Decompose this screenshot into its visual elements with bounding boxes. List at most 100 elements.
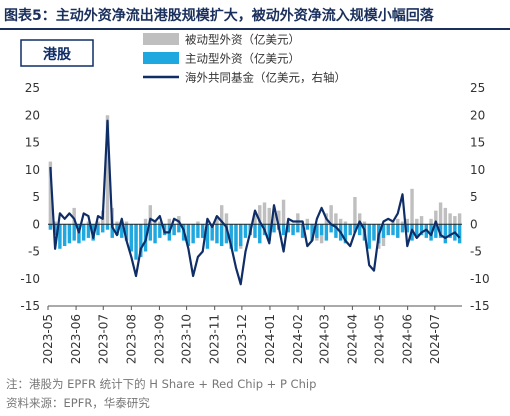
active-bar (239, 224, 243, 247)
right-y-tick: -5 (470, 245, 482, 259)
active-bar (48, 224, 53, 230)
x-tick-label: 2024-04 (345, 314, 359, 364)
passive-bar (115, 221, 119, 225)
passive-bar (105, 115, 110, 225)
active-bar (77, 224, 81, 244)
x-tick-label: 2023-07 (96, 314, 110, 364)
active-bar (186, 224, 191, 247)
left-y-tick: 20 (25, 108, 40, 122)
passive-bar (434, 210, 438, 225)
active-bar (405, 224, 409, 233)
passive-bar (224, 213, 229, 225)
x-tick-label: 2023-05 (41, 314, 55, 364)
legend-swatch-active (143, 52, 179, 64)
active-bar (120, 224, 124, 238)
active-bar (386, 224, 390, 236)
passive-bar (419, 216, 424, 225)
passive-bar (453, 216, 457, 225)
passive-bar (338, 218, 343, 225)
active-bar (200, 224, 205, 238)
active-bar (177, 224, 181, 233)
passive-bar (196, 221, 200, 225)
active-bar (219, 224, 224, 247)
active-bar (215, 224, 219, 244)
x-tick-label: 2023-08 (124, 314, 138, 364)
passive-bar (305, 218, 310, 225)
active-bar (86, 224, 91, 238)
legend-label: 被动型外资（亿美元） (185, 33, 300, 47)
active-bar (67, 224, 72, 244)
active-bar (329, 224, 333, 233)
right-y-tick: 25 (470, 81, 485, 95)
active-bar (448, 224, 452, 238)
x-tick-label: 2023-10 (180, 314, 194, 364)
passive-bar (457, 213, 462, 225)
notes: 注：港股为 EPFR 统计下的 H Share + Red Chip + P C… (6, 375, 316, 413)
x-tick-label: 2024-07 (428, 314, 442, 364)
passive-bar (357, 213, 362, 225)
x-tick-label: 2023-09 (152, 314, 166, 364)
active-bar (205, 224, 210, 249)
active-bar (315, 224, 319, 238)
active-bar (110, 224, 114, 238)
passive-bar (438, 202, 443, 225)
active-bar (81, 224, 86, 241)
active-bar (258, 224, 262, 244)
active-bar (243, 224, 248, 238)
passive-bar (148, 205, 153, 225)
left-y-tick: -15 (20, 299, 40, 313)
active-bar (396, 224, 400, 238)
passive-bar (448, 213, 452, 225)
active-bar (53, 224, 57, 236)
passive-bar (329, 205, 333, 225)
x-tick-label: 2023-06 (69, 314, 83, 364)
passive-bar (219, 205, 224, 225)
active-bar (91, 224, 95, 241)
active-bar (58, 224, 62, 249)
active-bar (391, 224, 395, 236)
active-bar (253, 224, 257, 238)
active-bar (172, 224, 176, 236)
active-bar (124, 224, 129, 241)
left-y-tick: -5 (28, 245, 40, 259)
passive-bar (258, 205, 262, 225)
active-bar (129, 224, 133, 252)
footnote: 注：港股为 EPFR 统计下的 H Share + Red Chip + P C… (6, 377, 317, 391)
passive-bar (343, 221, 348, 225)
active-bar (267, 224, 271, 241)
passive-bar (253, 213, 257, 225)
passive-bar (267, 207, 271, 225)
right-y-tick: -15 (470, 299, 490, 313)
passive-bar (429, 218, 433, 225)
passive-bar (443, 207, 448, 225)
right-y-tick: 10 (470, 163, 485, 177)
active-bar (101, 224, 105, 233)
passive-bar (262, 202, 267, 225)
x-tick-label: 2023-12 (235, 314, 249, 364)
active-bar (415, 224, 419, 238)
passive-bar (277, 210, 281, 225)
passive-bar (48, 161, 53, 225)
active-bar (372, 224, 376, 241)
passive-bar (296, 213, 300, 225)
right-y-tick: -10 (470, 272, 490, 286)
passive-bar (391, 221, 395, 225)
left-y-tick: 5 (32, 190, 40, 204)
active-bar (357, 224, 362, 236)
active-bar (96, 224, 100, 236)
active-bar (334, 224, 338, 238)
passive-bar (215, 216, 219, 225)
active-bar (434, 224, 438, 238)
active-bar (272, 224, 276, 233)
passive-bar (272, 213, 276, 225)
left-y-tick: 10 (25, 163, 40, 177)
active-bar (196, 224, 200, 238)
legend-swatch-passive (143, 33, 179, 45)
panel-label: 港股 (43, 46, 72, 63)
active-bar (305, 224, 310, 230)
active-bar (324, 224, 329, 241)
legend-label: 海外共同基金（亿美元，右轴） (185, 71, 346, 85)
active-bar (381, 224, 386, 238)
active-bar (319, 224, 324, 236)
active-bar (158, 224, 162, 238)
